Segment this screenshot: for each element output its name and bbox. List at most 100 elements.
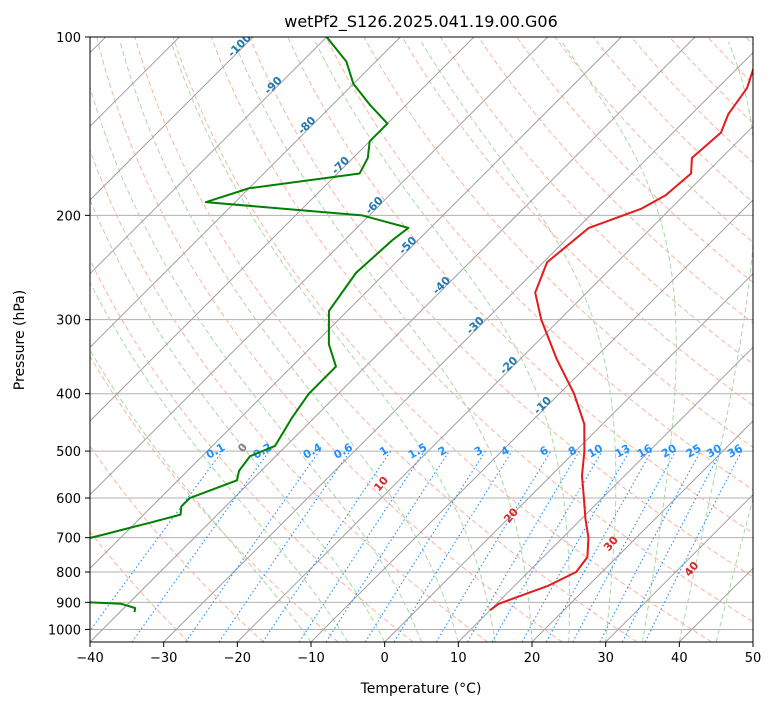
- x-tick-label: 0: [381, 651, 389, 666]
- mixing-ratio-line: [131, 450, 270, 642]
- mixing-ratio-label: 0.1: [204, 441, 227, 462]
- mixing-ratio-line: [545, 450, 653, 642]
- mixing-ratio-label: 1.5: [406, 441, 429, 462]
- isotherm-line: [236, 125, 753, 642]
- x-tick-label: −20: [224, 651, 251, 666]
- moist-adiabat: [119, 41, 459, 642]
- isotherm-label: -20: [497, 354, 520, 377]
- y-tick-label: 700: [56, 532, 81, 547]
- dry-adiabat: [516, 37, 753, 284]
- isotherm-line: [531, 420, 753, 642]
- mixing-ratio-line: [185, 450, 320, 642]
- isotherm-line: [163, 51, 753, 642]
- isotherm-line: [90, 37, 549, 496]
- mixing-ratio-line: [298, 450, 425, 642]
- dry-adiabat: [90, 148, 488, 642]
- isotherm-line: [90, 37, 475, 422]
- x-tick-label: 50: [745, 651, 762, 666]
- isotherm-label: -50: [396, 234, 419, 257]
- dry-adiabat: [96, 37, 563, 642]
- dry-adiabat: [172, 37, 712, 642]
- mixing-ratio-label: 25: [684, 442, 704, 461]
- isotherm-label: -40: [430, 274, 453, 297]
- dry-adiabat: [90, 258, 414, 642]
- moist-adiabat: [90, 349, 312, 642]
- isotherm-line: [457, 346, 753, 642]
- mixing-ratio-label: 10: [585, 442, 605, 461]
- isotherm-line: [90, 37, 622, 570]
- mixing-ratio-label: 36: [725, 442, 745, 461]
- y-tick-label: 900: [56, 596, 81, 611]
- mixing-ratio-line: [90, 450, 223, 632]
- dry-adiabat: [210, 37, 753, 623]
- mixing-ratio-line: [644, 450, 743, 642]
- mixing-ratio-label: 16: [635, 442, 655, 461]
- mixing-ratio-line: [467, 450, 580, 642]
- y-tick-label: 200: [56, 209, 81, 224]
- dry-adiabat: [363, 37, 753, 448]
- mixing-ratio-line: [572, 450, 677, 642]
- mixing-ratio-line: [325, 450, 450, 642]
- x-axis: −40 −30 −20 −10 0 10 20 30 40 50: [76, 642, 761, 666]
- y-tick-label: 500: [56, 445, 81, 460]
- y-tick-label: 600: [56, 492, 81, 507]
- mixing-ratio-label: 0.4: [301, 441, 325, 462]
- moist-adiabat: [170, 41, 496, 642]
- dry-adiabat: [478, 37, 753, 324]
- moist-adiabat: [90, 85, 422, 642]
- moist-adiabat: [314, 41, 570, 642]
- mixing-ratio-line: [435, 450, 552, 642]
- y-tick-label: 1000: [48, 623, 81, 638]
- mixing-ratio-label: 20: [659, 442, 679, 461]
- y-axis: 100 200 300 400 500 600 700 800 900 1000: [48, 31, 90, 638]
- y-axis-label: Pressure (hPa): [12, 290, 28, 390]
- isotherm-label: -10: [531, 394, 554, 417]
- moist-adiabat: [90, 198, 386, 642]
- y-tick-label: 400: [56, 388, 81, 403]
- x-tick-label: −30: [150, 651, 177, 666]
- dry-adiabat: [90, 530, 190, 642]
- moist-adiabat: [678, 41, 753, 642]
- x-axis-label: Temperature (°C): [360, 681, 482, 697]
- x-tick-label: 20: [524, 651, 541, 666]
- mixing-ratio-line: [218, 450, 351, 642]
- x-tick-label: 40: [671, 651, 688, 666]
- dry-adiabat: [592, 37, 753, 203]
- isotherm-line: [678, 567, 753, 642]
- dry-adiabat: [401, 37, 753, 406]
- isotherm-label: -70: [329, 154, 352, 177]
- dry-adiabat: [134, 37, 638, 642]
- temperature-profile: [489, 37, 753, 612]
- y-tick-label: 100: [56, 31, 81, 46]
- moist-adiabat: [421, 41, 617, 642]
- mixing-ratio-line: [262, 450, 392, 642]
- x-tick-label: 30: [597, 651, 614, 666]
- plot-frame: [89, 36, 754, 643]
- isotherm-label: -90: [262, 74, 285, 97]
- x-tick-label: 10: [450, 651, 467, 666]
- moist-adiabat: [561, 41, 677, 642]
- isotherm-label: -30: [464, 314, 487, 337]
- isotherm-line: [605, 493, 753, 642]
- isotherm-line: [310, 199, 753, 642]
- isotherm-line: [90, 37, 401, 349]
- x-tick-label: −40: [76, 651, 103, 666]
- x-tick-label: −10: [297, 651, 324, 666]
- isotherm-line: [90, 37, 328, 275]
- dry-adiabat: [90, 355, 339, 642]
- moist-adiabat: [233, 41, 533, 642]
- y-tick-label: 800: [56, 566, 81, 581]
- mixing-ratio-line: [621, 450, 722, 642]
- dry-adiabat: [745, 37, 753, 46]
- dry-adiabat: [287, 37, 753, 534]
- plot-area: 0.1 0.2 0.4 0.6 1 1.5 2 3 4 6 8 10 13 16 20 25 30 36-100-…: [90, 37, 753, 642]
- isotherm-line: [90, 37, 254, 201]
- isotherm-label: -80: [295, 114, 318, 137]
- isotherm-line: [384, 272, 753, 642]
- isotherm-line: [90, 37, 696, 642]
- dry-adiabat: [90, 445, 264, 642]
- mixing-ratio-line: [521, 450, 630, 642]
- dry-adiabat: [325, 37, 753, 491]
- moist-adiabat: [715, 497, 753, 642]
